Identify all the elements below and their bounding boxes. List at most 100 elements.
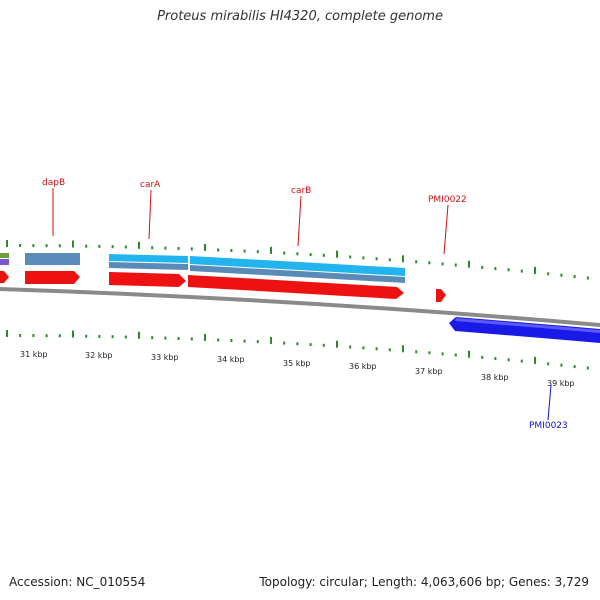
lower-tick-track	[6, 330, 589, 370]
minor-tick-mark	[362, 256, 365, 260]
minor-tick-mark	[243, 249, 246, 253]
minor-tick-mark	[296, 342, 299, 346]
minor-tick-mark	[494, 267, 497, 271]
minor-tick-mark	[283, 251, 286, 255]
minor-tick-mark	[283, 341, 286, 345]
forward-gene-track	[0, 271, 446, 302]
minor-tick-mark	[560, 363, 563, 367]
minor-tick-mark	[230, 249, 233, 252]
major-tick-mark	[534, 266, 536, 274]
major-tick-mark	[138, 331, 140, 339]
scale-label: 31 kbp	[20, 350, 48, 359]
major-tick-mark	[72, 330, 74, 338]
minor-tick-mark	[573, 365, 576, 369]
minor-tick-mark	[520, 269, 523, 273]
minor-tick-mark	[547, 272, 550, 276]
scale-label: 33 kbp	[151, 353, 179, 362]
carb-gene-arrow[interactable]	[188, 275, 404, 299]
accession-label: Accession: NC_010554	[9, 575, 146, 589]
pmi0022-leader	[443, 204, 449, 255]
minor-tick-mark	[507, 268, 510, 272]
left-green-feature[interactable]	[0, 253, 9, 258]
minor-tick-mark	[256, 250, 259, 254]
pmi0023-gene-highlight	[455, 318, 600, 333]
major-tick-mark	[468, 260, 470, 268]
minor-tick-mark	[415, 260, 418, 264]
minor-tick-mark	[164, 246, 167, 250]
minor-tick-mark	[507, 358, 510, 362]
gene-label-dapb[interactable]: dapB	[42, 178, 65, 188]
minor-tick-mark	[375, 347, 378, 351]
minor-tick-mark	[481, 355, 484, 359]
minor-tick-mark	[586, 276, 589, 280]
minor-tick-mark	[58, 244, 61, 248]
map-title: Proteus mirabilis HI4320, complete genom…	[157, 9, 443, 24]
scale-label: 38 kbp	[481, 373, 509, 382]
minor-tick-mark	[560, 273, 563, 277]
gene-label-pmi0022[interactable]: PMI0022	[428, 195, 467, 205]
minor-tick-mark	[573, 275, 576, 279]
scale-label: 37 kbp	[415, 367, 443, 376]
scale-label: 32 kbp	[85, 351, 113, 360]
minor-tick-mark	[58, 334, 61, 338]
minor-tick-mark	[322, 343, 325, 347]
minor-tick-mark	[349, 255, 352, 259]
minor-tick-mark	[190, 337, 193, 341]
carb-cds-feature-cyan[interactable]	[190, 256, 405, 276]
major-tick-mark	[138, 241, 140, 249]
major-tick-mark	[336, 250, 338, 258]
genome-backbone	[0, 287, 600, 327]
gene-label-cara[interactable]: carA	[140, 180, 161, 190]
minor-tick-mark	[309, 253, 312, 257]
minor-tick-mark	[388, 348, 391, 352]
left-edge-gene-arrow[interactable]	[0, 271, 9, 283]
minor-tick-mark	[45, 334, 48, 338]
minor-tick-mark	[98, 334, 101, 338]
minor-tick-mark	[111, 335, 114, 339]
carb-leader	[297, 195, 302, 247]
major-tick-mark	[204, 243, 206, 251]
gene-label-leaders	[52, 188, 552, 421]
cara-gene-arrow[interactable]	[109, 272, 186, 287]
minor-tick-mark	[349, 345, 352, 349]
minor-tick-mark	[32, 334, 35, 338]
left-purple-feature[interactable]	[0, 259, 9, 265]
major-tick-mark	[204, 333, 206, 341]
minor-tick-mark	[428, 261, 431, 265]
pmi0023-leader	[547, 384, 552, 421]
minor-tick-mark	[441, 352, 444, 356]
scale-label: 39 kbp	[547, 379, 575, 388]
minor-tick-mark	[494, 357, 497, 361]
minor-tick-mark	[151, 246, 154, 250]
major-tick-mark	[402, 345, 404, 353]
minor-tick-mark	[415, 350, 418, 354]
minor-tick-mark	[32, 244, 35, 248]
minor-tick-mark	[454, 353, 457, 357]
scale-label: 34 kbp	[217, 355, 245, 364]
minor-tick-mark	[177, 337, 180, 340]
minor-tick-mark	[85, 334, 88, 338]
minor-tick-mark	[177, 247, 180, 250]
major-tick-mark	[402, 255, 404, 263]
minor-tick-mark	[230, 339, 233, 342]
gene-label-pmi0023[interactable]: PMI0023	[529, 421, 568, 431]
minor-tick-mark	[454, 263, 457, 267]
gene-label-carb[interactable]: carB	[291, 186, 311, 196]
dapb-gene-arrow[interactable]	[25, 271, 80, 284]
minor-tick-mark	[19, 244, 22, 247]
cara-cds-feature-steel[interactable]	[109, 262, 188, 270]
dapb-cds-feature[interactable]	[25, 253, 80, 265]
scale-label: 36 kbp	[349, 362, 377, 371]
minor-tick-mark	[151, 336, 154, 340]
cara-cds-feature-cyan[interactable]	[109, 254, 188, 263]
minor-tick-mark	[256, 340, 259, 344]
minor-tick-mark	[481, 265, 484, 269]
reverse-gene-track	[449, 317, 600, 343]
carb-cds-feature-steel[interactable]	[190, 265, 405, 283]
major-tick-mark	[6, 330, 8, 337]
major-tick-mark	[534, 356, 536, 364]
minor-tick-mark	[520, 359, 523, 363]
minor-tick-mark	[111, 245, 114, 249]
pmi0022-gene-arrow[interactable]	[436, 289, 446, 302]
